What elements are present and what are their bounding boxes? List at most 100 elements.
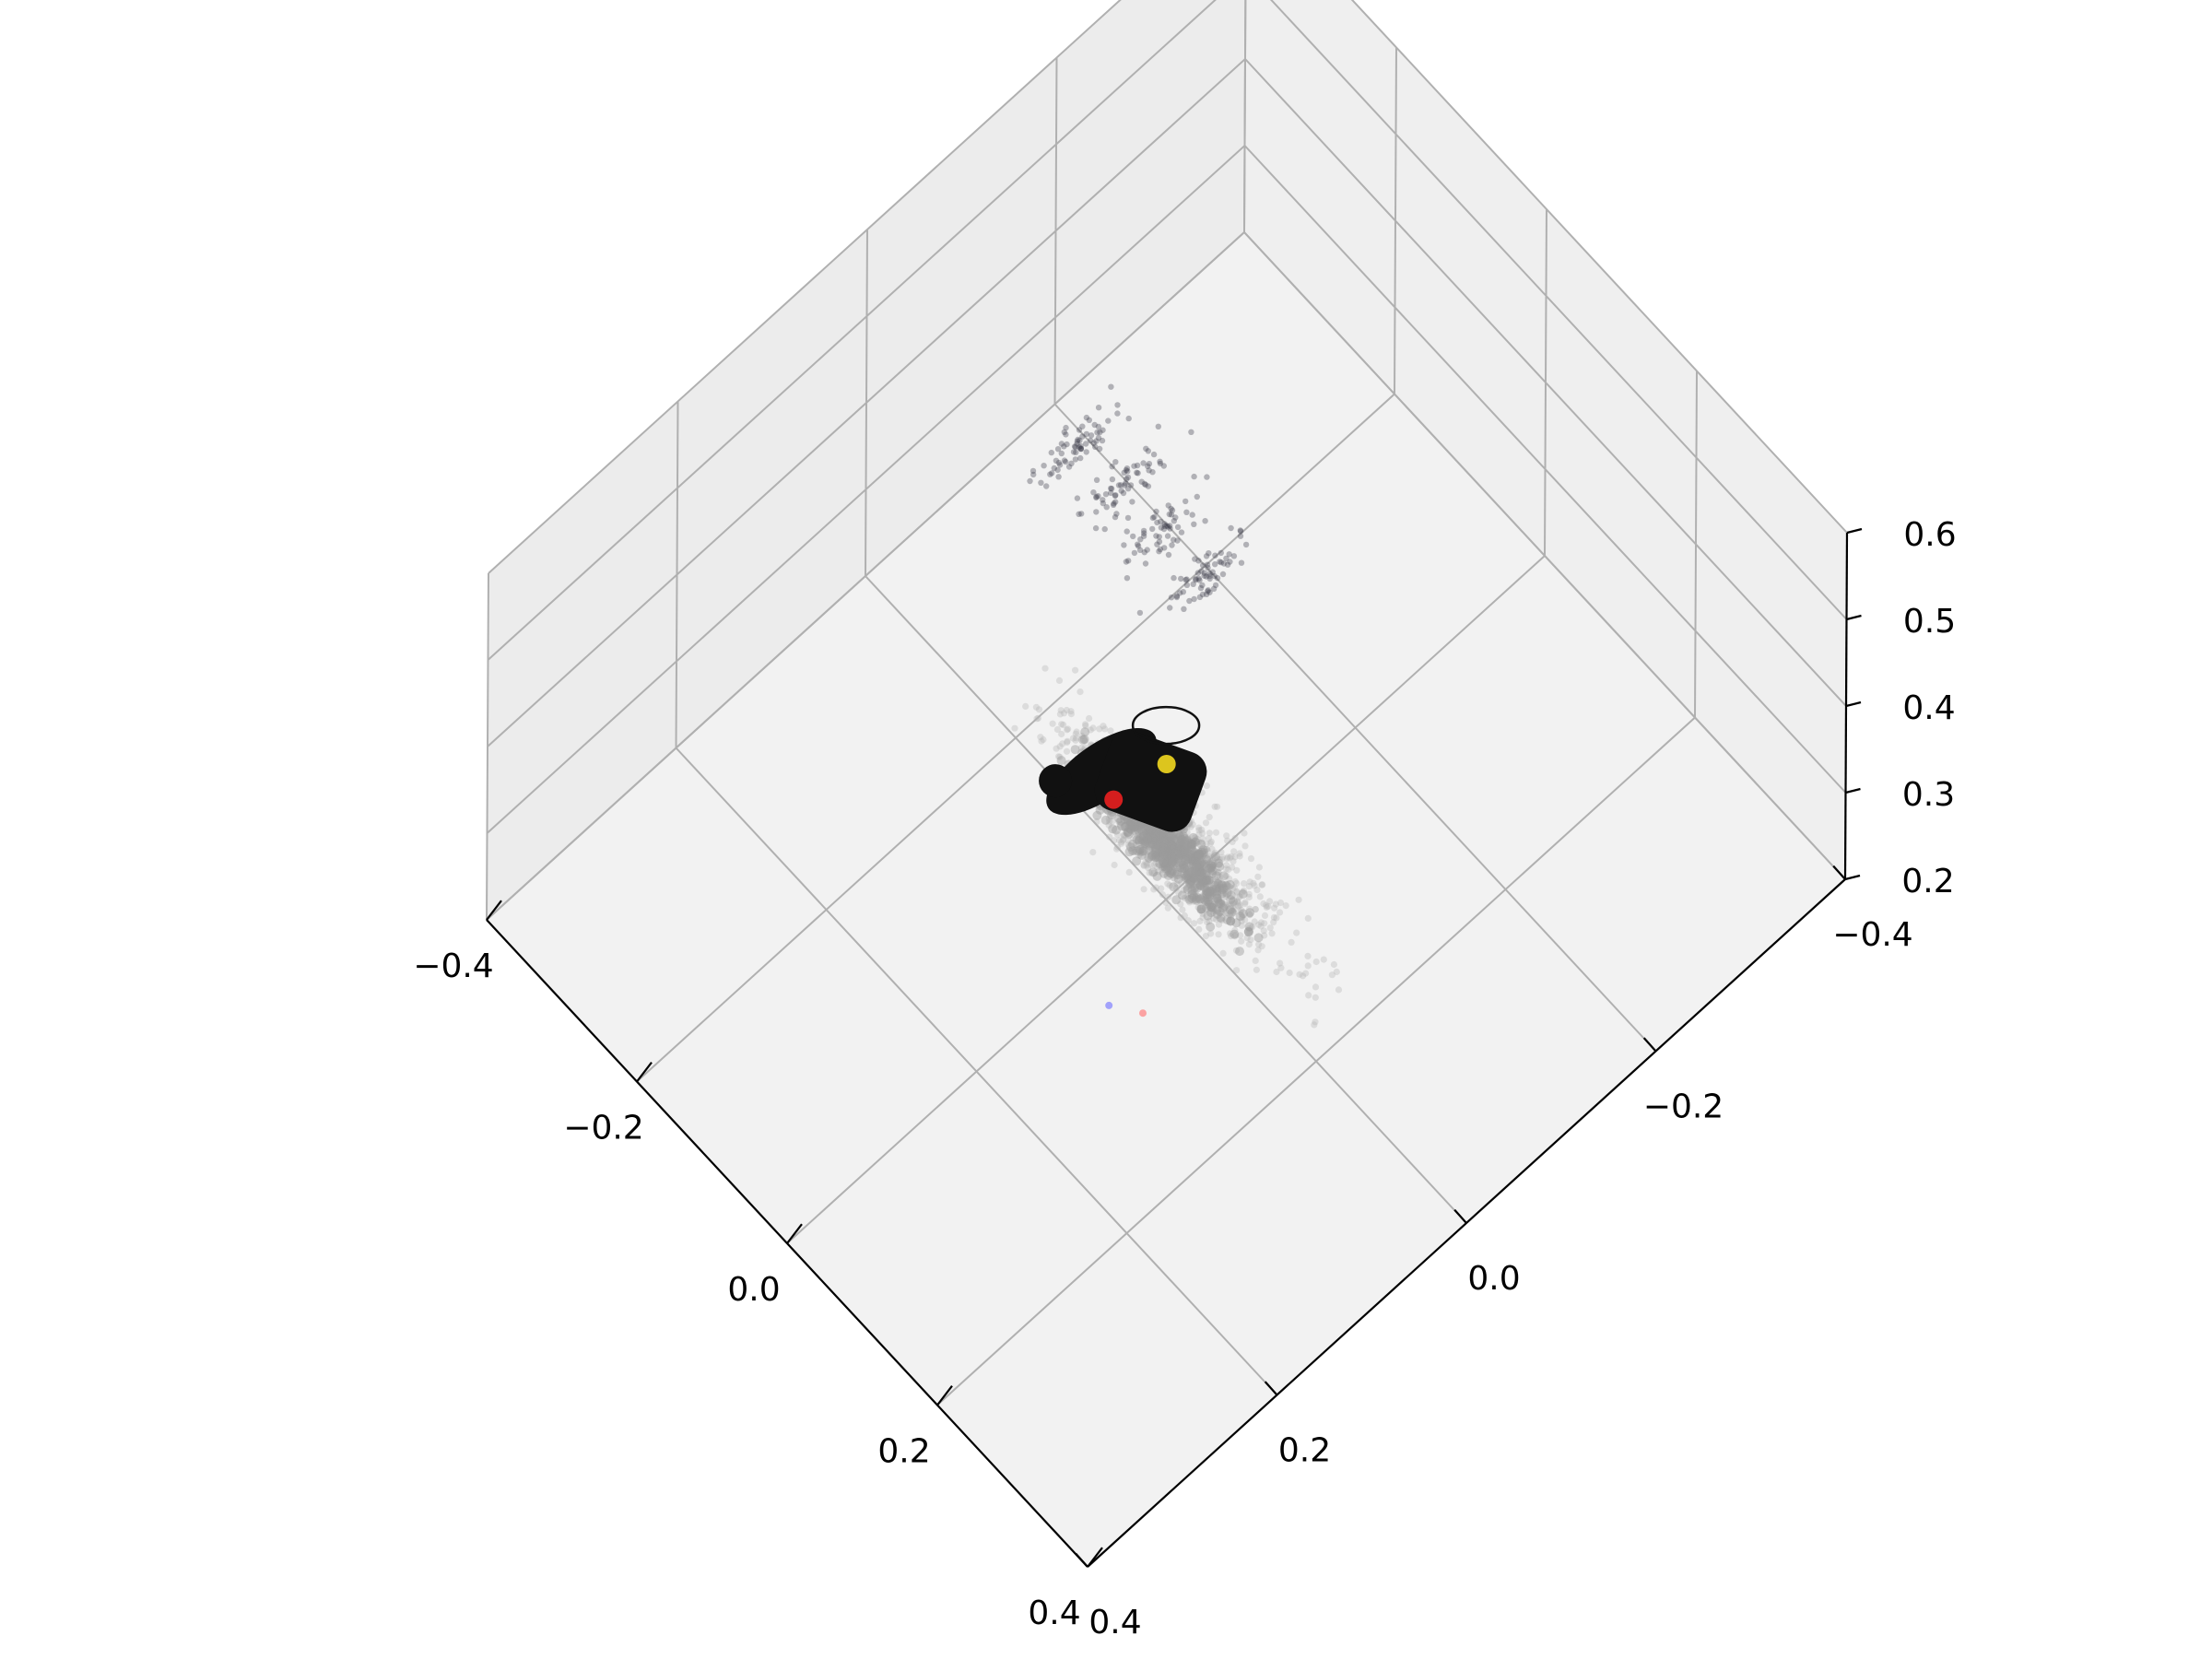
cloud-point bbox=[1061, 457, 1068, 464]
cloud-point bbox=[1175, 863, 1185, 873]
cloud-point bbox=[1166, 853, 1176, 863]
cloud-point bbox=[1252, 957, 1259, 964]
cloud-point bbox=[1221, 910, 1229, 917]
z-gridline bbox=[487, 0, 1848, 661]
cloud-point bbox=[1093, 509, 1100, 515]
cloud-point bbox=[1155, 859, 1165, 869]
cloud-point bbox=[1158, 855, 1165, 864]
cloud-point bbox=[1214, 575, 1221, 582]
cloud-point bbox=[1092, 443, 1099, 450]
cloud-point bbox=[1189, 851, 1196, 859]
cloud-point bbox=[1151, 830, 1161, 840]
cloud-point bbox=[1188, 859, 1198, 869]
cloud-point bbox=[1177, 900, 1184, 908]
cloud-point bbox=[1183, 867, 1194, 877]
cloud-point bbox=[1161, 545, 1168, 551]
cloud-point bbox=[1195, 558, 1202, 564]
cloud-point bbox=[1175, 833, 1182, 841]
cloud-point bbox=[1135, 845, 1145, 854]
cloud-point bbox=[1201, 868, 1211, 878]
cloud-point bbox=[1171, 858, 1181, 868]
cloud-point bbox=[1164, 839, 1174, 849]
cloud-point bbox=[1199, 865, 1209, 875]
cloud-point bbox=[1191, 595, 1197, 603]
cloud-point bbox=[1188, 840, 1197, 850]
cloud-point bbox=[1058, 441, 1065, 447]
cloud-point bbox=[1175, 832, 1185, 842]
cloud-point bbox=[1083, 441, 1089, 447]
cloud-point bbox=[1136, 547, 1144, 553]
cloud-point bbox=[1246, 911, 1253, 918]
cloud-point bbox=[1184, 872, 1192, 879]
cloud-point bbox=[1195, 575, 1202, 582]
cloud-point bbox=[1143, 828, 1150, 835]
cloud-point bbox=[1163, 523, 1171, 529]
cloud-point bbox=[1135, 824, 1146, 834]
cloud-point bbox=[1167, 605, 1173, 611]
cloud-point bbox=[1187, 865, 1194, 874]
cloud-point bbox=[1147, 861, 1155, 868]
z-gridline bbox=[486, 230, 1846, 921]
cloud-point bbox=[1159, 857, 1169, 867]
cloud-point bbox=[1207, 859, 1218, 869]
cloud-point bbox=[1159, 829, 1169, 839]
cloud-point bbox=[1132, 848, 1139, 855]
cloud-point bbox=[1158, 855, 1165, 863]
cloud-point bbox=[1154, 834, 1164, 844]
cloud-point bbox=[1159, 863, 1167, 870]
cloud-point bbox=[1175, 838, 1185, 848]
cloud-point bbox=[1060, 721, 1067, 729]
cloud-point bbox=[1144, 845, 1154, 855]
cloud-point bbox=[1152, 859, 1159, 866]
cloud-point bbox=[1204, 897, 1212, 904]
cloud-point bbox=[1205, 886, 1212, 893]
cloud-point bbox=[1080, 727, 1090, 737]
cloud-point bbox=[1083, 430, 1090, 438]
cloud-point bbox=[1251, 918, 1258, 925]
cloud-point bbox=[1201, 888, 1211, 899]
cloud-point bbox=[1132, 856, 1142, 866]
cloud-point bbox=[1182, 869, 1193, 879]
cloud-point bbox=[1192, 888, 1199, 896]
cloud-point bbox=[1215, 869, 1222, 877]
cloud-point bbox=[1223, 909, 1230, 916]
cloud-point bbox=[1205, 587, 1212, 594]
cloud-point bbox=[1053, 725, 1061, 734]
cloud-point bbox=[1146, 467, 1152, 474]
cloud-point bbox=[1169, 834, 1179, 844]
cloud-point bbox=[1171, 849, 1182, 859]
cloud-point bbox=[1179, 842, 1188, 853]
cloud-point bbox=[1320, 956, 1327, 963]
cloud-point bbox=[1238, 917, 1245, 924]
cloud-point bbox=[1226, 551, 1232, 558]
cloud-point bbox=[1185, 839, 1195, 849]
cloud-point bbox=[1206, 864, 1216, 874]
cloud-point bbox=[1164, 868, 1172, 877]
cloud-point bbox=[1230, 900, 1238, 907]
cloud-point bbox=[1097, 429, 1103, 436]
cloud-point bbox=[1190, 581, 1196, 587]
cloud-point bbox=[1192, 834, 1199, 841]
cloud-point bbox=[1196, 903, 1204, 912]
cloud-point bbox=[1077, 442, 1084, 450]
cloud-point bbox=[1156, 548, 1162, 555]
cloud-point bbox=[1191, 855, 1198, 864]
cloud-point bbox=[1154, 519, 1160, 526]
cloud-point bbox=[1027, 477, 1033, 485]
cloud-point bbox=[1194, 850, 1205, 859]
cloud-point bbox=[1166, 850, 1176, 860]
cloud-point bbox=[1162, 846, 1172, 856]
cloud-point bbox=[1061, 429, 1068, 435]
cloud-point bbox=[1218, 871, 1229, 881]
cloud-point bbox=[1197, 874, 1206, 884]
cloud-point bbox=[1203, 897, 1211, 905]
cloud-point bbox=[1191, 865, 1198, 872]
cloud-point bbox=[1215, 921, 1223, 928]
cloud-point bbox=[1167, 833, 1174, 841]
z-tick bbox=[1846, 527, 1863, 535]
cloud-point bbox=[1125, 817, 1135, 827]
cloud-point bbox=[1151, 837, 1161, 847]
cloud-point bbox=[1123, 559, 1130, 565]
cloud-point bbox=[1161, 859, 1171, 869]
cloud-point bbox=[1155, 846, 1164, 856]
